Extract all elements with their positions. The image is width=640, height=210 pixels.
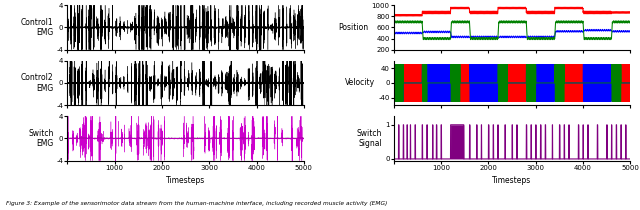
Y-axis label: Control2
EMG: Control2 EMG — [20, 73, 53, 93]
Y-axis label: Control1
EMG: Control1 EMG — [20, 18, 53, 37]
X-axis label: Timesteps: Timesteps — [166, 176, 205, 185]
Y-axis label: Switch
EMG: Switch EMG — [28, 129, 53, 148]
Text: Figure 3: Example of the sensorimotor data stream from the human-machine interfa: Figure 3: Example of the sensorimotor da… — [6, 201, 388, 206]
Y-axis label: Position: Position — [339, 23, 369, 32]
X-axis label: Timesteps: Timesteps — [492, 176, 532, 185]
Y-axis label: Velocity: Velocity — [346, 79, 376, 87]
Y-axis label: Switch
Signal: Switch Signal — [357, 129, 382, 148]
